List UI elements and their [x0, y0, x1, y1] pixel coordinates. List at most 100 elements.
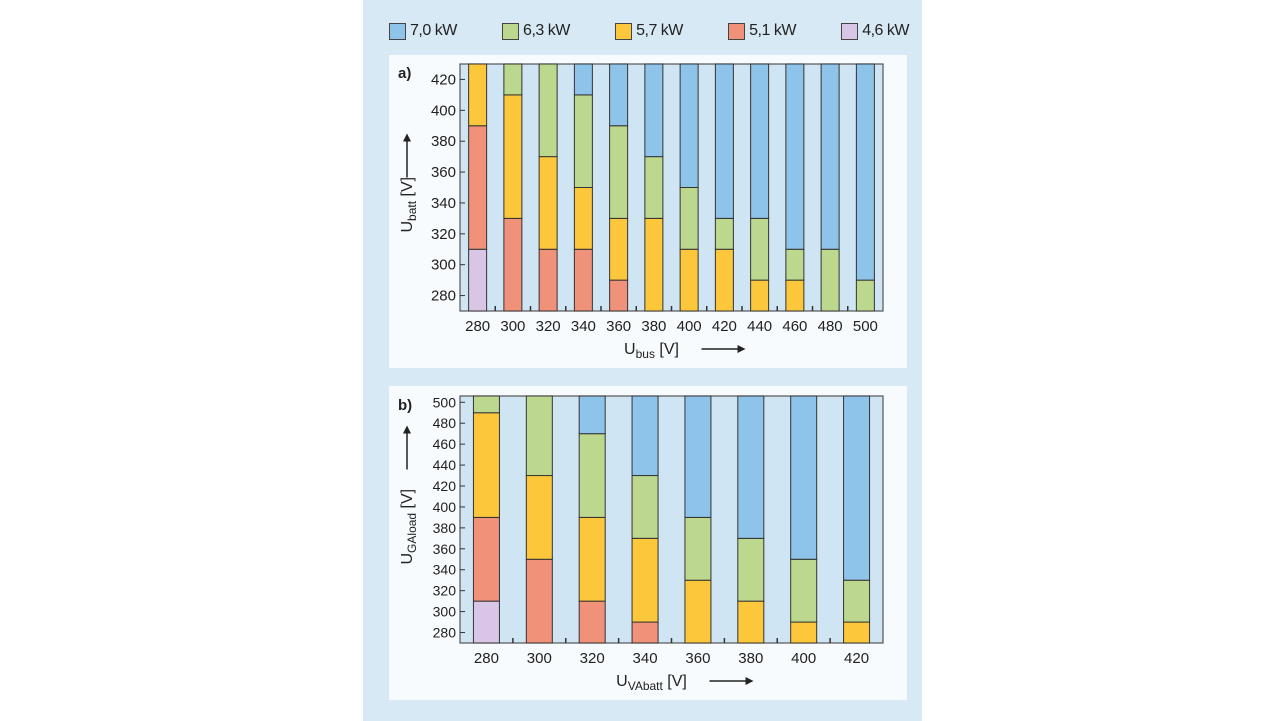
legend-label: 5,1 kW: [749, 22, 796, 39]
x-tick-label: 360: [606, 318, 631, 335]
x-axis-label: UVAbatt [V]: [616, 673, 687, 693]
bar-segment: [684, 579, 712, 644]
x-tick-label: 340: [633, 650, 658, 667]
bar-segment: [573, 63, 593, 96]
bar-segment: [503, 94, 523, 219]
bar-segment: [631, 475, 659, 539]
chart-b: 280 300 320 340 360 380 400 420 280 300 320 340 360 3…: [398, 394, 884, 693]
y-tick-label: 380: [433, 520, 457, 536]
plot-area: [459, 395, 884, 644]
bar-segment: [503, 217, 523, 312]
y-tick-label: 500: [433, 394, 457, 410]
bar-segment: [679, 248, 699, 312]
legend-label: 4,6 kW: [862, 22, 909, 39]
bar-segment: [644, 63, 664, 158]
x-tick-label: 400: [791, 650, 816, 667]
y-tick-label: 400: [433, 499, 457, 515]
x-tick-label: 380: [641, 318, 666, 335]
bar-segment: [609, 279, 629, 312]
y-axis-arrowhead: [403, 425, 411, 434]
bar-segment: [525, 395, 553, 477]
bar-segment: [468, 248, 488, 312]
bar-segment: [820, 63, 840, 250]
bar-segment: [631, 395, 659, 477]
y-tick-label: 380: [431, 133, 456, 150]
bar-segment: [468, 125, 488, 250]
y-tick-label: 280: [431, 288, 456, 305]
y-tick-label: 420: [431, 71, 456, 88]
bar-segment: [855, 63, 875, 281]
x-tick-label: 420: [712, 318, 737, 335]
bar-segment: [679, 63, 699, 188]
x-tick-label: 460: [782, 318, 807, 335]
legend-swatch: [615, 22, 633, 40]
bar-segment: [714, 217, 734, 250]
bar-segment: [631, 537, 659, 623]
legend-swatch: [728, 22, 746, 40]
bar-segment: [843, 395, 871, 581]
bar-segment: [578, 600, 606, 644]
bar-segment: [631, 621, 659, 644]
legend-swatch: [389, 22, 406, 40]
bar-segment: [468, 63, 488, 127]
y-tick-label: 300: [431, 257, 456, 274]
legend: 7,0 kW 6,3 kW 5,7 kW 5,1 kW 4,6 kW: [389, 20, 909, 42]
y-tick-label: 460: [433, 436, 457, 452]
y-axis-label: UGAload [V]: [399, 489, 419, 565]
legend-swatch: [502, 22, 520, 40]
bar-segment: [525, 558, 553, 644]
legend-label: 5,7 kW: [636, 22, 683, 39]
bar-segment: [714, 63, 734, 219]
bar-segment: [472, 395, 500, 414]
y-axis-label: Ubatt [V]: [399, 177, 419, 233]
x-tick-label: 400: [677, 318, 702, 335]
x-tick-label: 360: [685, 650, 710, 667]
bar-segment: [750, 279, 770, 312]
bar-segment: [538, 63, 558, 158]
y-tick-label: 320: [431, 226, 456, 243]
y-tick-label: 300: [433, 604, 457, 620]
legend-label: 7,0 kW: [410, 22, 457, 39]
bar-segment: [790, 395, 818, 560]
bar-segment: [609, 125, 629, 219]
bar-segment: [578, 395, 606, 435]
bar-segment: [737, 600, 765, 644]
x-tick-label: 420: [844, 650, 869, 667]
bar-segment: [503, 63, 523, 96]
panel-label: b): [398, 397, 412, 414]
panel-label: a): [398, 65, 411, 82]
legend-swatch: [841, 22, 859, 40]
y-tick-label: 340: [433, 562, 457, 578]
y-tick-label: 340: [431, 195, 456, 212]
bar-segment: [684, 395, 712, 518]
bar-segment: [573, 94, 593, 188]
x-tick-label: 300: [527, 650, 552, 667]
bar-segment: [644, 217, 664, 312]
y-tick-label: 280: [433, 625, 457, 641]
x-axis-label: Ubus [V]: [624, 341, 679, 361]
legend-label: 6,3 kW: [523, 22, 570, 39]
bar-segment: [538, 248, 558, 312]
bar-segment: [785, 248, 805, 281]
bar-segment: [714, 248, 734, 312]
legend-item-5-7kw: 5,7 kW: [615, 20, 683, 42]
legend-item-7kw: 7,0 kW: [389, 20, 457, 42]
bar-segment: [573, 248, 593, 312]
plot-area: [459, 63, 884, 312]
bar-segment: [843, 621, 871, 644]
x-axis-arrowhead: [745, 677, 754, 685]
y-tick-label: 400: [431, 102, 456, 119]
x-tick-label: 500: [853, 318, 878, 335]
x-tick-label: 480: [818, 318, 843, 335]
y-tick-label: 360: [433, 541, 457, 557]
bar-segment: [750, 217, 770, 281]
y-tick-label: 420: [433, 478, 457, 494]
bar-segment: [684, 516, 712, 581]
bar-segment: [578, 433, 606, 518]
bar-segment: [790, 621, 818, 644]
bar-segment: [843, 579, 871, 623]
bar-segment: [820, 248, 840, 312]
bar-segment: [525, 475, 553, 560]
bar-segment: [538, 156, 558, 250]
chart-a: 280 300 320 340 360 380 400 420 440 460 480 500 280 3…: [398, 63, 884, 361]
